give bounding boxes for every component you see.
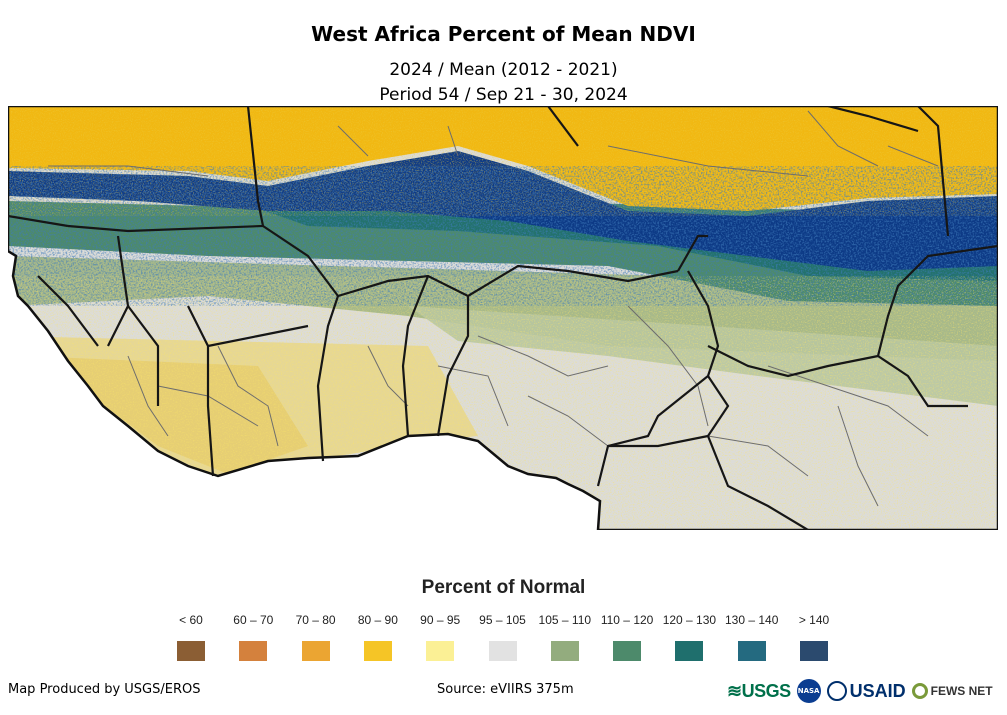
legend-item: 60 – 70 [222,613,284,661]
legend-item: 130 – 140 [721,613,783,661]
legend-label: 130 – 140 [724,613,779,627]
map-subtitle-years: 2024 / Mean (2012 - 2021) [389,60,618,80]
legend-item: 70 – 80 [285,613,347,661]
legend-label: < 60 [179,613,203,627]
legend-label: 90 – 95 [420,613,461,627]
legend-label: 120 – 130 [662,613,717,627]
legend-item: 120 – 130 [658,613,720,661]
land-raster [8,106,998,530]
nasa-logo: NASA [796,679,821,703]
legend-swatch [800,641,828,661]
legend-item: > 140 [783,613,845,661]
usgs-logo: ≋USGS [727,680,791,701]
legend-swatch [426,641,455,661]
legend-label: 60 – 70 [233,613,274,627]
fews-net-logo-text: FEWS NET [930,684,993,698]
legend-swatch [239,641,268,661]
legend-title: Percent of Normal [421,577,586,598]
fews-ring-icon [911,683,928,699]
legend-label: > 140 [798,613,830,627]
legend-label: 95 – 105 [479,613,526,627]
admin-borders [48,110,939,507]
legend-swatch [675,641,704,661]
legend-swatch [363,641,392,661]
usaid-seal-icon [826,681,847,701]
map-title: West Africa Percent of Mean NDVI [311,22,696,46]
legend-label: 80 – 90 [357,613,398,627]
legend-swatch [177,641,205,661]
legend-item: 80 – 90 [347,613,409,661]
source-text: Source: eVIIRS 375m [437,682,574,697]
legend-item: 110 – 120 [596,613,658,661]
legend-item: 95 – 105 [472,613,534,661]
country-borders [8,106,998,530]
legend-item: < 60 [160,613,222,661]
fews-net-logo: FEWS NET [911,683,993,699]
legend-label: 70 – 80 [295,613,336,627]
legend-swatch [301,641,330,661]
legend-swatch [488,641,517,661]
legend-swatch [550,641,579,661]
logo-strip: ≋USGS NASA USAID FEWS NET [727,676,999,706]
usaid-logo-text: USAID [849,680,906,701]
map-subtitle-period: Period 54 / Sep 21 - 30, 2024 [379,85,628,105]
credit-text: Map Produced by USGS/EROS [8,682,201,697]
legend-label: 105 – 110 [538,613,592,627]
legend-swatch [737,641,766,661]
usaid-logo: USAID [826,680,906,702]
legend-swatch [613,641,642,661]
ndvi-map [8,106,998,530]
legend-item: 90 – 95 [409,613,471,661]
legend-label: 110 – 120 [600,613,654,627]
legend-item: 105 – 110 [534,613,596,661]
